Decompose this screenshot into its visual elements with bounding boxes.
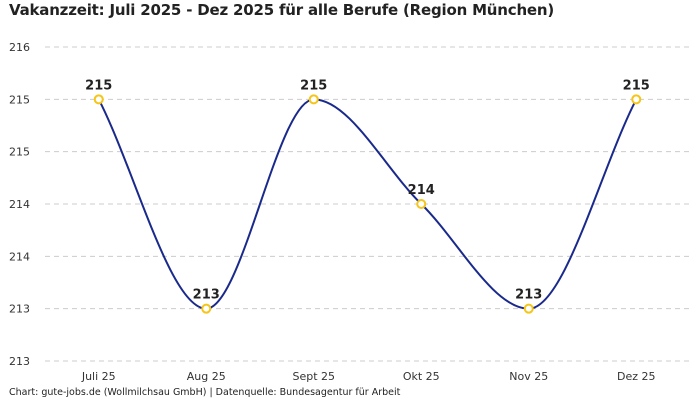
series-line [97,98,638,310]
y-tick-label: 213 [9,355,30,368]
data-label: 215 [300,78,327,93]
y-tick-label: 216 [9,41,30,54]
data-point [93,94,104,105]
x-tick-label: Dez 25 [617,370,656,383]
data-point [308,94,319,105]
x-tick-label: Sept 25 [292,370,335,383]
y-tick-label: 214 [9,250,30,263]
data-label: 215 [623,78,650,93]
data-point [631,94,642,105]
x-tick-label: Juli 25 [81,370,116,383]
chart-source-footer: Chart: gute-jobs.de (Wollmilchsau GmbH) … [9,387,401,398]
chart-title: Vakanzzeit: Juli 2025 - Dez 2025 für all… [9,1,555,19]
y-tick-label: 214 [9,198,30,211]
y-tick-label: 215 [9,146,30,159]
x-tick-label: Nov 25 [509,370,548,383]
data-point [523,303,534,314]
data-label: 213 [193,288,220,303]
data-point [201,303,212,314]
y-tick-label: 213 [9,303,30,316]
data-label: 215 [85,78,112,93]
y-tick-label: 215 [9,93,30,106]
x-tick-label: Okt 25 [403,370,440,383]
data-point [416,199,427,209]
x-tick-label: Aug 25 [187,370,226,383]
data-label: 213 [515,288,542,303]
data-label: 214 [408,183,435,198]
